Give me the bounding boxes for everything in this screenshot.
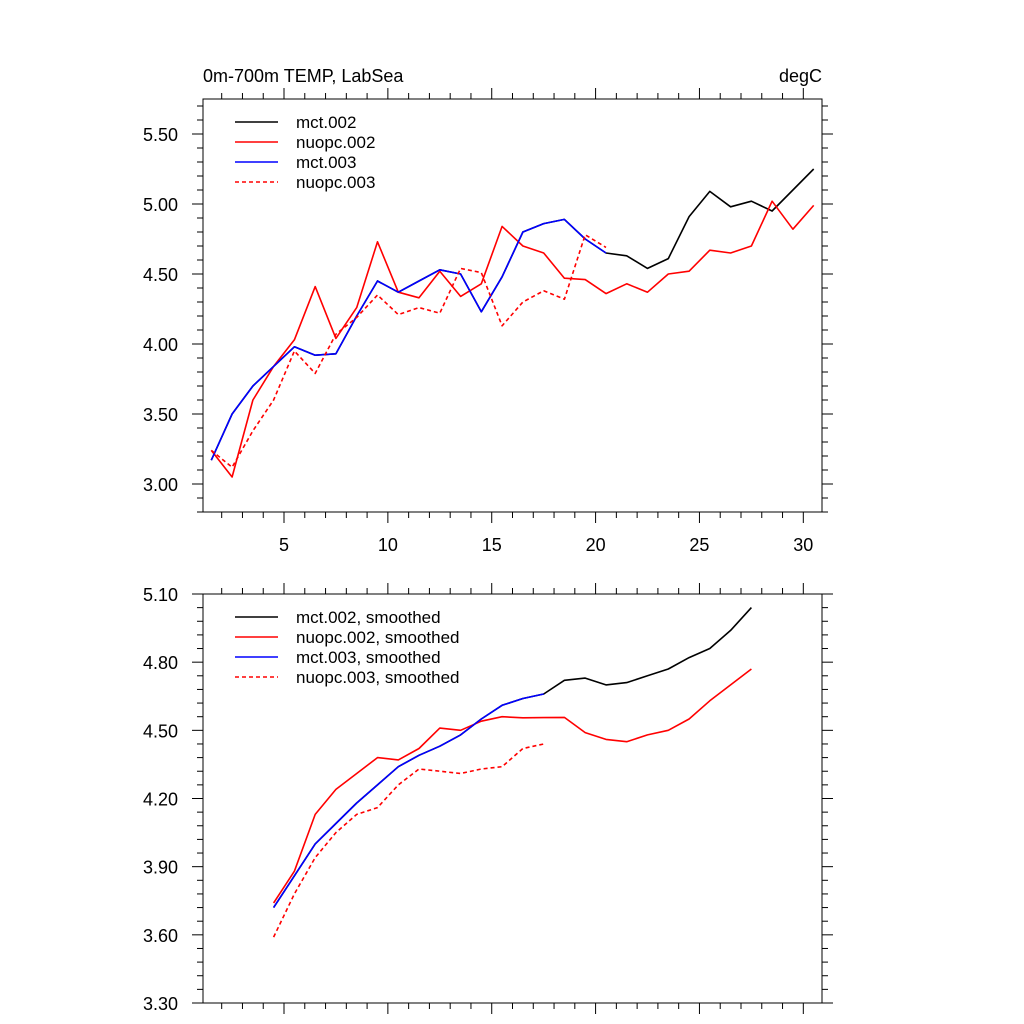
- legend-label: mct.003, smoothed: [296, 648, 441, 667]
- x-tick-label: 30: [793, 535, 813, 555]
- legend-label: nuopc.003: [296, 173, 375, 192]
- y-tick-label: 4.50: [143, 265, 178, 285]
- x-tick-label: 25: [689, 535, 709, 555]
- y-tick-label: 5.10: [143, 585, 178, 605]
- y-tick-label: 3.00: [143, 475, 178, 495]
- legend-label: mct.002, smoothed: [296, 608, 441, 627]
- y-tick-label: 4.20: [143, 790, 178, 810]
- y-tick-label: 3.30: [143, 994, 178, 1014]
- series-line: [210, 200, 815, 478]
- chart-bottom-panel: 3.30 3.60 3.90 4.20 4.50 4.80 5.10 mct.002, smo…: [143, 583, 833, 1014]
- legend-label: nuopc.002, smoothed: [296, 628, 460, 647]
- chart-top-panel: 0m-700m TEMP, LabSea degC 5 10 15 20 25 30 3.0…: [143, 66, 833, 555]
- legend-label: mct.003: [296, 153, 356, 172]
- legend-label: nuopc.002: [296, 133, 375, 152]
- chart-title: 0m-700m TEMP, LabSea: [203, 66, 404, 86]
- legend-label: mct.002: [296, 113, 356, 132]
- y-tick-label: 3.50: [143, 405, 178, 425]
- series-line: [272, 693, 544, 909]
- x-tick-label: 5: [279, 535, 289, 555]
- x-tick-label: 20: [586, 535, 606, 555]
- x-tick-label: 10: [378, 535, 398, 555]
- x-tick-label: 15: [482, 535, 502, 555]
- series-line: [210, 218, 607, 461]
- series-line: [210, 234, 607, 469]
- y-tick-label: 4.50: [143, 721, 178, 741]
- y-tick-label: 4.00: [143, 335, 178, 355]
- y-tick-label: 5.00: [143, 195, 178, 215]
- y-tick-label: 5.50: [143, 125, 178, 145]
- series-line: [272, 743, 544, 938]
- legend-label: nuopc.003, smoothed: [296, 668, 460, 687]
- y-tick-label: 3.60: [143, 926, 178, 946]
- units-label: degC: [779, 66, 822, 86]
- series-line: [272, 668, 752, 904]
- y-tick-label: 4.80: [143, 653, 178, 673]
- y-tick-label: 3.90: [143, 858, 178, 878]
